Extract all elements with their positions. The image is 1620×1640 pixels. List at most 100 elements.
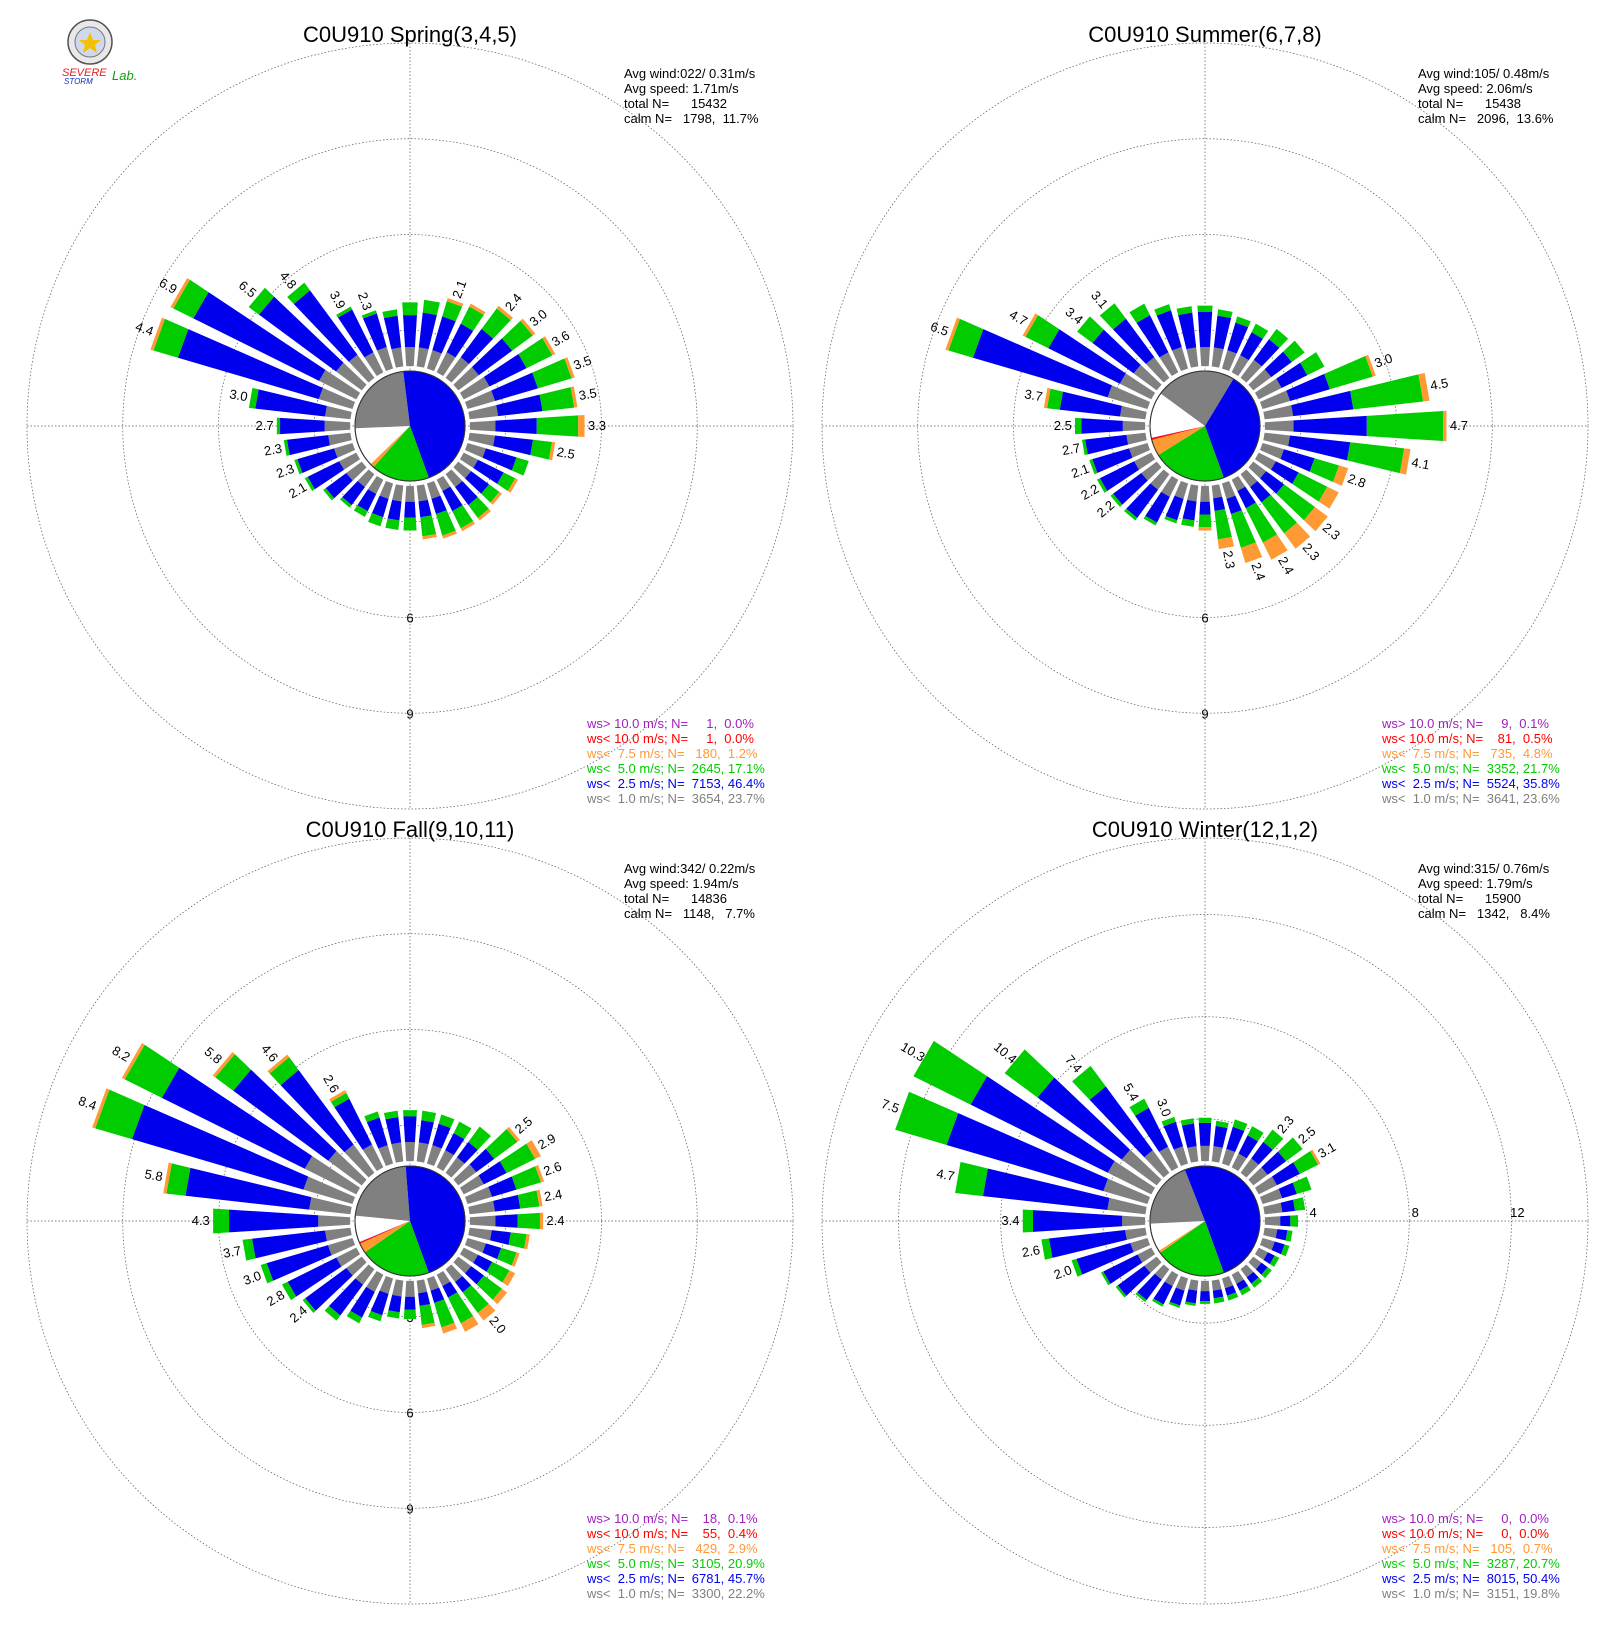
- wind-bar-segment: [453, 367, 479, 391]
- wind-bar-segment: [1347, 442, 1405, 474]
- wind-bar-segment: [1117, 1265, 1151, 1296]
- wind-bar-segment: [442, 1281, 458, 1298]
- wind-bar-segment: [497, 1247, 517, 1266]
- wind-bar-segment: [1235, 316, 1251, 328]
- wind-bar-segment: [344, 1144, 375, 1178]
- bar-total-label: 2.1: [449, 278, 469, 300]
- wind-bar-segment: [177, 329, 323, 400]
- panel-title: C0U910 Winter(12,1,2): [1092, 817, 1318, 842]
- wind-bar-segment: [1217, 309, 1233, 319]
- radial-tick-label: 4: [1310, 1205, 1317, 1220]
- bar-total-label: 2.4: [287, 1303, 310, 1326]
- logo-text-severe: SEVERE: [62, 67, 107, 79]
- wind-bar-segment: [945, 317, 960, 351]
- wind-bar-segment: [1099, 461, 1140, 491]
- wind-bar-segment: [405, 1142, 415, 1162]
- wind-bar-segment: [1133, 364, 1162, 391]
- bar-total-label: 3.7: [1023, 386, 1043, 404]
- wind-bar-segment: [495, 418, 537, 434]
- radial-ring: [26, 837, 794, 1605]
- wind-bar-segment: [229, 1209, 319, 1233]
- bar-total-label: 2.3: [263, 441, 283, 459]
- wind-bar-segment: [1137, 1273, 1162, 1301]
- wind-bar-segment: [403, 517, 417, 531]
- bar-total-label: 2.7: [1061, 440, 1081, 458]
- wind-bar-segment: [405, 485, 415, 502]
- wind-bar-segment: [1221, 1275, 1234, 1289]
- wind-bar-segment: [495, 1214, 518, 1228]
- wind-bar-segment: [426, 1145, 442, 1167]
- wind-bar-segment: [286, 435, 330, 456]
- wind-bar-segment: [258, 296, 344, 372]
- wind-bar-segment: [1144, 1256, 1162, 1273]
- wind-bar-segment: [1161, 475, 1179, 497]
- wind-bar-segment: [346, 1310, 363, 1324]
- wind-bar-segment: [459, 1175, 484, 1195]
- wind-bar-segment: [1240, 542, 1263, 564]
- wind-bar-segment: [1251, 323, 1269, 339]
- panel-winter: 4 8 122.32.53.12.02.63.44.77.510.3 10.4 7.45…: [821, 817, 1589, 1605]
- wind-bar-segment: [337, 309, 374, 358]
- wind-bar-segment: [405, 1280, 415, 1297]
- wind-bar-segment: [385, 518, 400, 531]
- wind-bar-segment: [1221, 350, 1237, 372]
- wind-bar-segment: [323, 488, 335, 501]
- bar-total-label: 4.3: [192, 1213, 210, 1228]
- wind-bar-segment: [421, 1322, 436, 1329]
- wind-bar-segment: [1107, 1160, 1156, 1195]
- pie-slice-lt5: [1158, 426, 1224, 482]
- bar-total-label: 2.0: [1052, 1262, 1074, 1282]
- wind-bar-segment: [391, 1142, 404, 1163]
- wind-bar-segment: [418, 312, 437, 350]
- radial-tick-label: 6: [406, 611, 413, 626]
- wind-bar-segment: [1129, 1098, 1149, 1116]
- bar-total-label: 3.0: [241, 1268, 263, 1288]
- wind-bar-segment: [464, 442, 486, 458]
- wind-bar-segment: [366, 1270, 384, 1292]
- bar-total-label: 4.6: [258, 1041, 281, 1064]
- wind-bar-segment: [1254, 452, 1276, 470]
- wind-bar-segment: [1271, 1241, 1285, 1255]
- radial-ring: [26, 42, 794, 810]
- wind-bar-segment: [392, 484, 404, 502]
- wind-bar-segment: [1188, 1279, 1199, 1291]
- wind-bar-segment: [267, 1054, 290, 1074]
- wind-bar-segment: [378, 1145, 394, 1167]
- pie-slice-lt7-5: [370, 426, 410, 468]
- pie-slice-lt10: [359, 1221, 410, 1244]
- wind-bar-segment: [260, 1263, 274, 1284]
- wind-bar-segment: [499, 1143, 536, 1174]
- wind-bar-segment: [442, 530, 458, 539]
- wind-bar-segment: [1226, 495, 1242, 515]
- wind-bar-segment: [336, 362, 367, 391]
- wind-bar-segment: [1159, 352, 1179, 377]
- wind-bar-segment: [445, 469, 463, 488]
- wind-bar-segment: [1399, 448, 1411, 475]
- wind-bar-segment: [1309, 458, 1340, 482]
- wind-bar-segment: [1144, 1150, 1170, 1178]
- wind-bar-segment: [362, 313, 387, 351]
- wind-bar-segment: [185, 1167, 312, 1210]
- wind-bar-segment: [416, 1279, 428, 1294]
- wind-bar-segment: [379, 1275, 394, 1294]
- wind-bar-segment: [242, 1238, 256, 1261]
- wind-bar-segment: [468, 1200, 496, 1215]
- wind-bar-segment: [336, 1247, 361, 1267]
- stat-line: total N= 14836: [624, 891, 727, 906]
- wind-bar-segment: [455, 1276, 472, 1293]
- wind-bar-segment: [460, 1316, 479, 1332]
- bar-total-label: 2.5: [556, 444, 576, 462]
- legend-lt7-5: ws< 7.5 m/s; N= 180, 1.2%: [586, 746, 758, 761]
- wind-bar-segment: [170, 277, 190, 309]
- wind-bar-segment: [1211, 1146, 1223, 1163]
- wind-bar-segment: [1165, 495, 1184, 521]
- legend-lt7-5: ws< 7.5 m/s; N= 735, 4.8%: [1381, 746, 1553, 761]
- wind-bar-segment: [1240, 469, 1258, 488]
- pie-outline: [354, 1165, 466, 1277]
- wind-bar-segment: [1303, 507, 1328, 532]
- radial-ring: [122, 138, 698, 714]
- wind-bar-segment: [1164, 516, 1178, 524]
- legend-lt2-5: ws< 2.5 m/s; N= 5524, 35.8%: [1381, 776, 1560, 791]
- wind-bar-segment: [1134, 452, 1156, 470]
- wind-bar-segment: [490, 1230, 511, 1245]
